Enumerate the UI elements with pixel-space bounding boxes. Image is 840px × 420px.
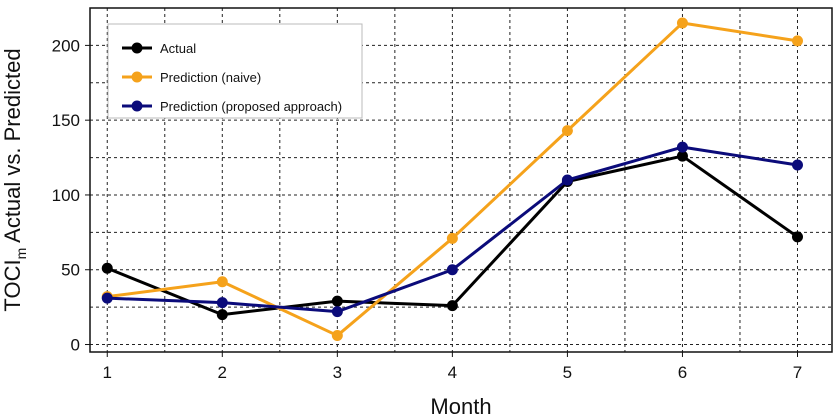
legend-swatch-marker	[131, 100, 143, 112]
data-point	[676, 17, 688, 29]
data-point	[561, 174, 573, 186]
y-tick-label: 0	[71, 336, 80, 355]
y-axis-title-rest: Actual vs. Predicted	[0, 48, 25, 247]
legend-item: Prediction (proposed approach)	[122, 99, 342, 114]
x-axis-title: Month	[430, 394, 491, 419]
data-point	[446, 232, 458, 244]
x-tick-label: 1	[103, 363, 112, 382]
legend-swatch-marker	[131, 42, 143, 54]
data-point	[101, 262, 113, 274]
legend-item: Prediction (naive)	[122, 70, 261, 85]
series-group	[101, 17, 803, 342]
x-tick-label: 5	[563, 363, 572, 382]
legend-swatch-marker	[131, 71, 143, 83]
data-point	[791, 159, 803, 171]
x-tick-label: 6	[678, 363, 687, 382]
legend: Actual Prediction (naive) Prediction (prop…	[107, 23, 363, 119]
data-point	[331, 306, 343, 318]
y-axis-title: TOCIm Actual vs. Predicted	[0, 48, 29, 311]
data-point	[216, 276, 228, 288]
data-point	[101, 292, 113, 304]
legend-label: Prediction (proposed approach)	[160, 99, 342, 114]
legend-label: Prediction (naive)	[160, 70, 261, 85]
series-2	[101, 141, 803, 318]
data-point	[216, 309, 228, 321]
y-tick-label: 50	[61, 261, 80, 280]
data-point	[331, 295, 343, 307]
y-axis-title-subscript: m	[13, 248, 29, 260]
legend-item: Actual	[122, 41, 196, 56]
y-tick-label: 200	[52, 36, 80, 55]
data-point	[676, 141, 688, 153]
data-point	[216, 297, 228, 309]
x-tick-label: 4	[448, 363, 457, 382]
data-point	[791, 35, 803, 47]
data-point	[791, 231, 803, 243]
data-point	[446, 264, 458, 276]
legend-box	[107, 23, 363, 119]
plot-frame	[89, 7, 833, 353]
y-tick-label: 150	[52, 111, 80, 130]
grid	[90, 8, 832, 352]
x-tick-label: 3	[333, 363, 342, 382]
y-axis-title-main: TOCI	[0, 259, 25, 311]
data-point	[446, 300, 458, 312]
x-tick-label: 7	[793, 363, 802, 382]
data-point	[331, 330, 343, 342]
x-tick-label: 2	[218, 363, 227, 382]
legend-label: Actual	[160, 41, 196, 56]
data-point	[561, 125, 573, 137]
axis-ticks: 1 2 3 4 5 6 7 0 50 100 150 200	[52, 36, 803, 382]
data-point	[676, 150, 688, 162]
y-tick-label: 100	[52, 186, 80, 205]
